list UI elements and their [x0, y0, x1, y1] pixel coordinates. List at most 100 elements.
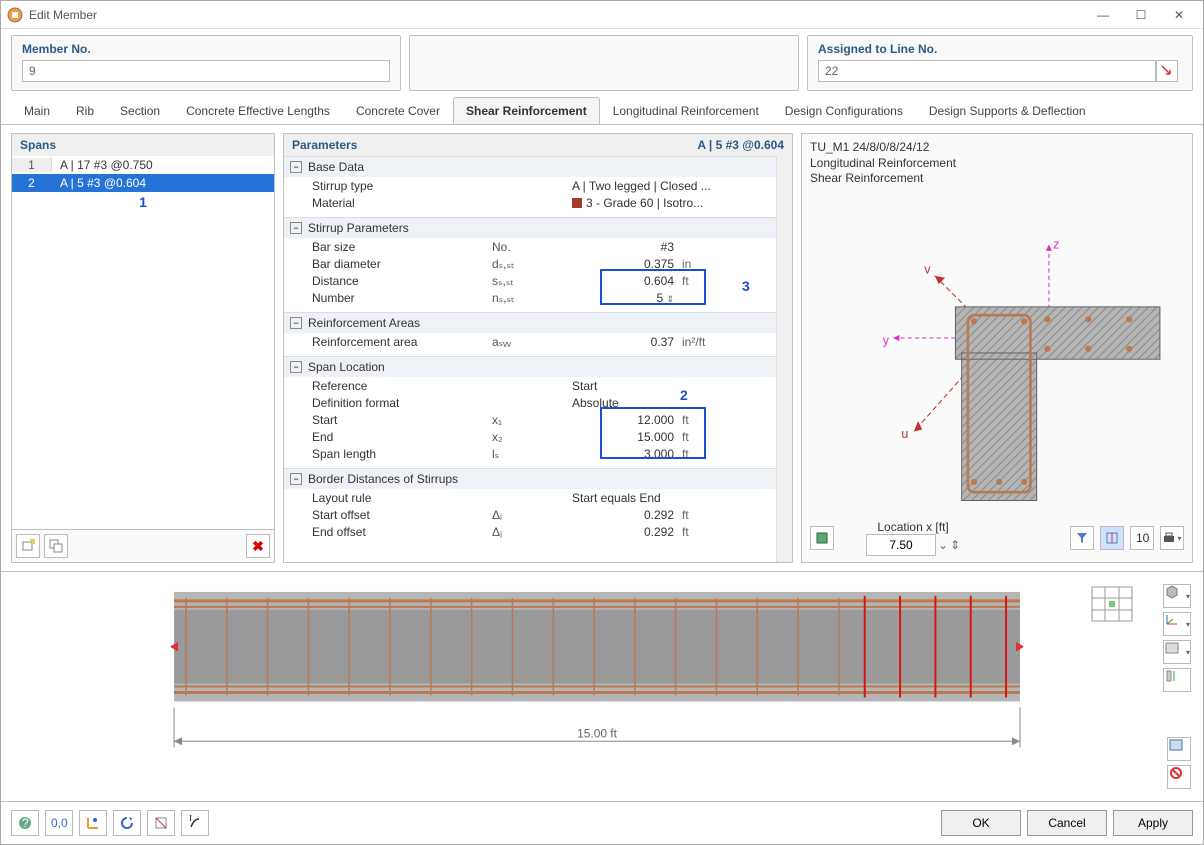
param-row[interactable]: Span lengthlₛ3.000ft [284, 445, 776, 462]
minimize-button[interactable]: — [1085, 4, 1121, 26]
ok-button[interactable]: OK [941, 810, 1021, 836]
param-row[interactable]: Bar sizeNo.#3 [284, 238, 776, 255]
param-row[interactable]: Material3 - Grade 60 | Isotro... [284, 194, 776, 211]
units-button[interactable]: 0,00 [45, 810, 73, 836]
new-span-button[interactable] [16, 534, 40, 558]
tab-main[interactable]: Main [11, 97, 63, 124]
param-value[interactable]: A | Two legged | Closed ... [572, 179, 776, 193]
group-header[interactable]: −Span Location [284, 356, 776, 377]
param-row[interactable]: Startx₁12.000ft [284, 411, 776, 428]
maximize-button[interactable]: ☐ [1123, 4, 1159, 26]
tab-rib[interactable]: Rib [63, 97, 107, 124]
tab-design-supports-deflection[interactable]: Design Supports & Deflection [916, 97, 1099, 124]
param-value[interactable]: 15.000 [572, 430, 678, 444]
view-reset-button[interactable] [1167, 765, 1191, 789]
tab-concrete-cover[interactable]: Concrete Cover [343, 97, 453, 124]
collapse-icon[interactable]: − [290, 222, 302, 234]
spans-panel: Spans 1A | 17 #3 @0.7502A | 5 #3 @0.6041… [11, 133, 275, 563]
tab-design-configurations[interactable]: Design Configurations [772, 97, 916, 124]
tool-button-5[interactable] [147, 810, 175, 836]
param-row[interactable]: Layout ruleStart equals End [284, 489, 776, 506]
view-3d-button[interactable]: ▾ [1163, 584, 1191, 608]
member-no-input[interactable] [22, 60, 390, 82]
collapse-icon[interactable]: − [290, 317, 302, 329]
spans-list[interactable]: 1A | 17 #3 @0.7502A | 5 #3 @0.6041 [12, 156, 274, 529]
view-axes-button[interactable]: ▾ [1163, 612, 1191, 636]
location-dropdown-icon[interactable]: ⌄ [938, 538, 948, 552]
param-value[interactable]: Start [572, 379, 776, 393]
cancel-button[interactable]: Cancel [1027, 810, 1107, 836]
param-value[interactable]: 3 - Grade 60 | Isotro... [572, 196, 776, 210]
param-value[interactable]: 0.292 [572, 525, 678, 539]
spans-title: Spans [12, 134, 274, 156]
group-header[interactable]: −Stirrup Parameters [284, 217, 776, 238]
location-spinner[interactable]: ⇕ [950, 538, 960, 552]
grid-icon[interactable] [1091, 586, 1133, 625]
param-symbol: Δᵢ [492, 508, 572, 522]
assigned-panel: Assigned to Line No. [807, 35, 1193, 91]
param-value[interactable]: 0.604 [572, 274, 678, 288]
span-row[interactable]: 2A | 5 #3 @0.604 [12, 174, 274, 192]
tool-button-3[interactable] [79, 810, 107, 836]
param-row[interactable]: ReferenceStart [284, 377, 776, 394]
view-fit-button[interactable] [1167, 737, 1191, 761]
help-button[interactable]: ? [11, 810, 39, 836]
preview-tool-1[interactable] [810, 526, 834, 550]
view-display-button[interactable]: ▾ [1163, 640, 1191, 664]
svg-text:100: 100 [1136, 531, 1149, 545]
location-input[interactable] [866, 534, 936, 556]
param-symbol: lₛ [492, 447, 572, 461]
group-header[interactable]: −Base Data [284, 156, 776, 177]
display-button[interactable] [1100, 526, 1124, 550]
parameters-body[interactable]: −Base DataStirrup typeA | Two legged | C… [284, 156, 776, 562]
param-row[interactable]: Reinforcement areaaₛᵥᵥ0.37in²/ft [284, 333, 776, 350]
param-row[interactable]: Start offsetΔᵢ0.292ft [284, 506, 776, 523]
print-button[interactable]: ▾ [1160, 526, 1184, 550]
param-row[interactable]: End offsetΔⱼ0.292ft [284, 523, 776, 540]
param-row[interactable]: Bar diameterdₛ,ₛₜ0.375in [284, 255, 776, 272]
group-header[interactable]: −Reinforcement Areas [284, 312, 776, 333]
param-row[interactable]: Endx₂15.000ft [284, 428, 776, 445]
pick-line-button[interactable] [1156, 60, 1178, 82]
values-button[interactable]: 100 [1130, 526, 1154, 550]
param-unit: ft [678, 525, 722, 539]
tool-button-6[interactable]: f [181, 810, 209, 836]
tab-section[interactable]: Section [107, 97, 173, 124]
preview-section-name: TU_M1 24/8/0/8/24/12 [810, 140, 1184, 156]
view-section-button[interactable] [1163, 668, 1191, 692]
beam-elevation-view[interactable]: 15.00 ft ▾ ▾ ▾ [1, 571, 1203, 801]
apply-button[interactable]: Apply [1113, 810, 1193, 836]
params-scrollbar[interactable] [776, 156, 792, 562]
param-row[interactable]: Definition formatAbsolute [284, 394, 776, 411]
collapse-icon[interactable]: − [290, 161, 302, 173]
param-value[interactable]: 3.000 [572, 447, 678, 461]
param-value[interactable]: 0.37 [572, 335, 678, 349]
param-value[interactable]: 5 ⇕ [572, 291, 678, 305]
collapse-icon[interactable]: − [290, 473, 302, 485]
collapse-icon[interactable]: − [290, 361, 302, 373]
param-value[interactable]: Start equals End [572, 491, 776, 505]
param-symbol: nₛ,ₛₜ [492, 291, 572, 305]
delete-span-button[interactable]: ✖ [246, 534, 270, 558]
filter-button[interactable] [1070, 526, 1094, 550]
tab-concrete-effective-lengths[interactable]: Concrete Effective Lengths [173, 97, 343, 124]
svg-text:0,00: 0,00 [51, 816, 68, 830]
param-row[interactable]: Distancesₛ,ₛₜ0.604ft [284, 272, 776, 289]
tab-longitudinal-reinforcement[interactable]: Longitudinal Reinforcement [600, 97, 772, 124]
assigned-input[interactable] [818, 60, 1156, 82]
section-view[interactable]: yzvu [810, 191, 1184, 516]
param-row[interactable]: Numbernₛ,ₛₜ5 ⇕ [284, 289, 776, 306]
copy-span-button[interactable] [44, 534, 68, 558]
param-value[interactable]: #3 [572, 240, 678, 254]
member-no-panel: Member No. [11, 35, 401, 91]
span-row[interactable]: 1A | 17 #3 @0.750 [12, 156, 274, 174]
param-row[interactable]: Stirrup typeA | Two legged | Closed ... [284, 177, 776, 194]
tool-button-4[interactable] [113, 810, 141, 836]
group-header[interactable]: −Border Distances of Stirrups [284, 468, 776, 489]
tab-shear-reinforcement[interactable]: Shear Reinforcement [453, 97, 600, 124]
close-button[interactable]: ✕ [1161, 4, 1197, 26]
param-value[interactable]: 0.292 [572, 508, 678, 522]
param-value[interactable]: 12.000 [572, 413, 678, 427]
param-value[interactable]: Absolute [572, 396, 776, 410]
param-value[interactable]: 0.375 [572, 257, 678, 271]
